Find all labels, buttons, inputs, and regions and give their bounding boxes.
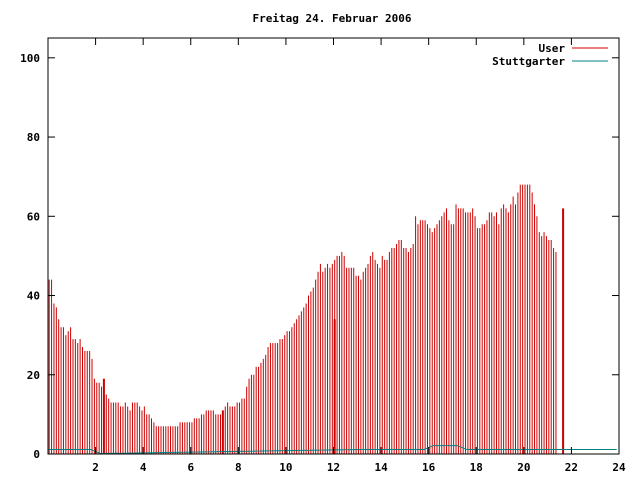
x-tick-label: 10	[279, 461, 292, 474]
x-tick-label: 20	[517, 461, 530, 474]
x-tick-label: 22	[565, 461, 578, 474]
x-tick-label: 24	[612, 461, 626, 474]
x-axis: 2 4 6 8 10 12 14 16 18 20 22 24	[92, 38, 626, 474]
plot-frame	[47, 37, 620, 455]
legend-label-stuttgarter: Stuttgarter	[492, 55, 565, 68]
x-tick-label: 6	[187, 461, 194, 474]
user-bars	[48, 184, 565, 454]
y-tick-label: 20	[27, 369, 40, 382]
stuttgarter-line	[48, 445, 617, 455]
legend: User Stuttgarter	[492, 42, 608, 68]
x-tick-label: 16	[422, 461, 436, 474]
y-tick-label: 60	[27, 210, 40, 223]
y-tick-label: 100	[20, 52, 40, 65]
x-tick-label: 18	[470, 461, 483, 474]
x-tick-label: 2	[92, 461, 99, 474]
x-tick-label: 8	[235, 461, 242, 474]
y-tick-label: 0	[33, 448, 40, 461]
y-tick-label: 80	[27, 131, 40, 144]
x-tick-label: 4	[140, 461, 147, 474]
x-tick-label: 12	[327, 461, 340, 474]
x-tick-label: 14	[374, 461, 388, 474]
legend-label-user: User	[539, 42, 566, 55]
stuttgarter-line-layer	[48, 445, 617, 455]
y-tick-label: 40	[27, 290, 40, 303]
chart-title: Freitag 24. Februar 2006	[253, 12, 412, 25]
y-axis: 0 20 40 60 80 100	[20, 52, 619, 461]
